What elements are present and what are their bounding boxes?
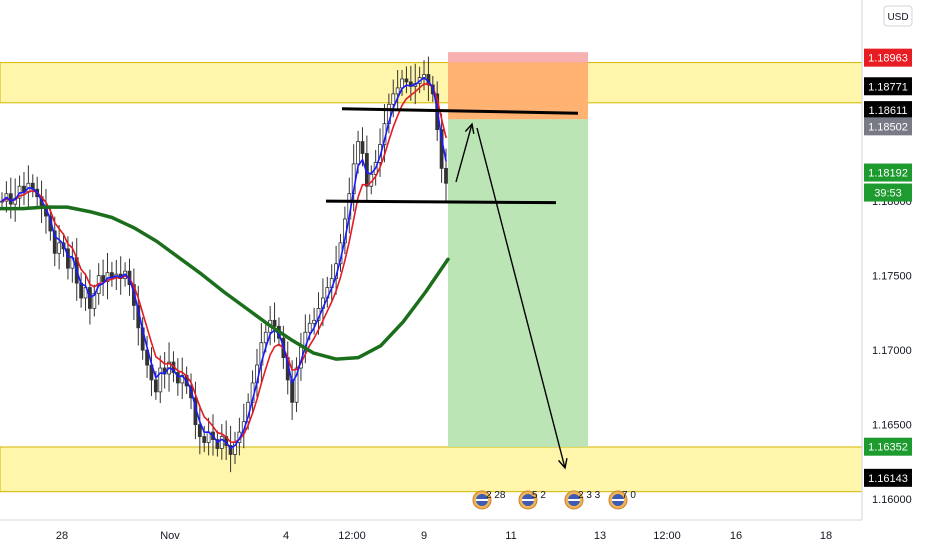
candle-body [101,275,106,283]
candle-body [175,372,180,384]
price-tag [864,77,912,96]
target-arrow [476,127,566,469]
candle-body [57,242,62,254]
candle-body [391,93,396,105]
candle-body [263,331,268,344]
price-tag [864,163,912,182]
candle-body [215,439,220,449]
candle-body [158,367,163,393]
countdown-label: 39:53 [874,188,902,200]
price-tag [864,48,912,67]
ma-long-line [0,205,450,361]
time-tick-label: 18 [820,530,832,542]
resistance-zone [0,62,863,104]
price-tag-label: 1.18771 [868,81,908,93]
candle-body [79,282,84,299]
candle-body [8,193,13,205]
price-tag [864,437,912,456]
event-label: 2 3 3 [578,490,601,501]
time-tick-label: Nov [160,530,180,542]
eu-us-flags-icon[interactable]: 2 28 [472,490,506,510]
take-profit-box [448,119,588,447]
pullback-arrow [455,123,473,183]
price-tag-label: 1.18192 [868,168,908,180]
target-arrow-head [557,458,568,470]
trade-box-layer [448,52,588,447]
price-tag-label: 1.18502 [868,121,908,133]
candle-body [202,436,207,443]
us-flag-icon[interactable]: 7 0 [608,490,636,510]
us-flag-icon[interactable]: 2 3 3 [564,490,601,510]
time-tick-label: 28 [56,530,68,542]
candle-body [312,319,317,324]
candle-body [153,379,158,393]
candle-body [404,78,409,83]
flag-stripe [568,499,580,501]
resistance-trendline [341,107,579,115]
flag-stripe [522,499,534,501]
annotations-layer [325,107,579,470]
time-tick-label: 12:00 [338,530,366,542]
price-tag [864,468,912,487]
candle-body [228,445,233,455]
price-tag [864,117,912,136]
candle-body [66,248,70,269]
time-axis[interactable]: 28 Nov 4 12:00 9 11 13 12:00 16 18 [56,530,832,542]
pullback-arrow-head [464,122,475,134]
time-tick-label: 11 [505,530,516,542]
event-label: 2 28 [486,490,506,501]
time-tick-label: 9 [421,530,427,542]
price-tags-layer: 1.18963 1.18771 1.18611 1.18502 1.18192 1.163… [864,48,912,487]
candle-body [360,141,365,154]
event-label: 7 0 [622,490,636,501]
candle-body [395,87,400,95]
candle-body [444,167,448,184]
candle-body [219,436,224,449]
price-tag-label: 1.16143 [868,473,908,485]
price-tag-label: 1.18963 [868,53,908,65]
support-zone [0,446,863,493]
currency-label: USD [887,12,908,23]
price-tag-label: 1.18611 [869,105,908,117]
currency-button[interactable]: USD [883,5,913,27]
zones-layer [0,62,863,493]
flag-stripe [476,499,488,501]
candle-body [294,367,299,403]
support-line [325,199,557,205]
time-tick-label: 4 [283,530,289,542]
time-tick-label: 12:00 [653,530,681,542]
price-tag-label: 1.16352 [868,442,908,454]
event-label: 5 2 [532,490,546,501]
price-tick-label: 1.17500 [872,271,912,283]
us-flag-icon[interactable]: 5 2 [518,490,546,510]
ema-fast-line [1,77,447,450]
flag-stripe [612,499,624,501]
event-icons-layer: 2 28 5 2 2 3 3 7 0 [472,490,636,510]
ema-slow-line [1,83,447,444]
candle-body [400,78,404,89]
price-tick-label: 1.17000 [872,345,912,357]
countdown-tag [864,183,912,202]
time-tick-label: 16 [730,530,742,542]
candle-body [88,287,92,309]
candle-body [52,230,57,254]
candle-body [356,141,360,165]
price-tick-label: 1.16000 [872,494,912,506]
price-tick-label: 1.16500 [872,420,912,432]
time-tick-label: 13 [594,530,606,542]
candle-body [307,322,312,333]
indicator-lines-layer [0,77,450,450]
candle-body [272,319,277,327]
candle-body [197,424,202,437]
price-tag [864,101,912,120]
